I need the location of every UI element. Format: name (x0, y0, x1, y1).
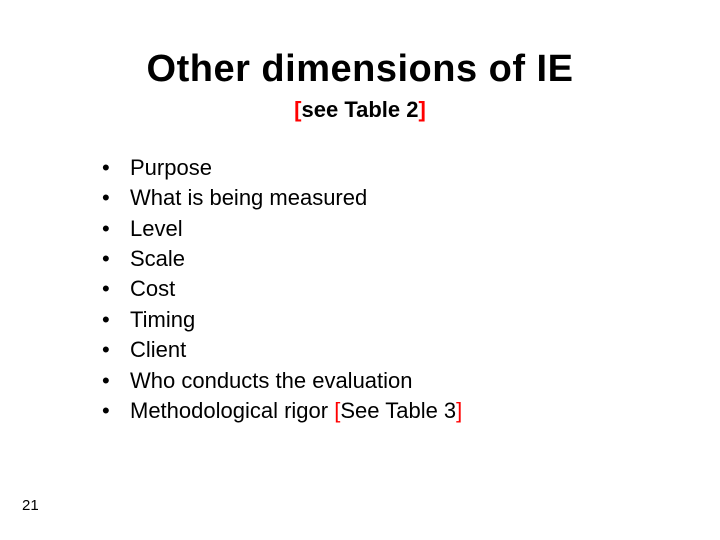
list-item: • What is being measured (96, 183, 720, 213)
list-item: • Timing (96, 305, 720, 335)
bullet-icon: • (96, 305, 130, 335)
list-item: • Methodological rigor [See Table 3] (96, 396, 720, 426)
subtitle-bracket-close: ] (419, 97, 426, 122)
slide-subtitle: [see Table 2] (0, 97, 720, 123)
list-item-text: Scale (130, 244, 185, 274)
slide: Other dimensions of IE [see Table 2] • P… (0, 0, 720, 540)
list-item-text-main: Methodological rigor (130, 398, 334, 423)
bullet-icon: • (96, 335, 130, 365)
list-item-bracket-close: ] (456, 398, 462, 423)
list-item-text: Who conducts the evaluation (130, 366, 413, 396)
list-item-text: Client (130, 335, 186, 365)
bullet-icon: • (96, 153, 130, 183)
subtitle-text: see Table 2 (302, 97, 419, 122)
bullet-icon: • (96, 214, 130, 244)
list-item-text: Cost (130, 274, 175, 304)
bullet-icon: • (96, 274, 130, 304)
list-item-suffix-text: See Table 3 (340, 398, 456, 423)
bullet-icon: • (96, 244, 130, 274)
page-number: 21 (22, 497, 39, 514)
bullet-icon: • (96, 366, 130, 396)
list-item-text: Level (130, 214, 183, 244)
list-item-text: Methodological rigor [See Table 3] (130, 396, 462, 426)
list-item: • Who conducts the evaluation (96, 366, 720, 396)
list-item: • Client (96, 335, 720, 365)
list-item: • Cost (96, 274, 720, 304)
list-item: • Level (96, 214, 720, 244)
bullet-icon: • (96, 396, 130, 426)
bullet-icon: • (96, 183, 130, 213)
list-item-text: Timing (130, 305, 195, 335)
bullet-list: • Purpose • What is being measured • Lev… (96, 153, 720, 426)
slide-title: Other dimensions of IE (0, 0, 720, 91)
list-item-text: Purpose (130, 153, 212, 183)
list-item: • Scale (96, 244, 720, 274)
list-item-text: What is being measured (130, 183, 367, 213)
subtitle-bracket-open: [ (294, 97, 301, 122)
list-item: • Purpose (96, 153, 720, 183)
